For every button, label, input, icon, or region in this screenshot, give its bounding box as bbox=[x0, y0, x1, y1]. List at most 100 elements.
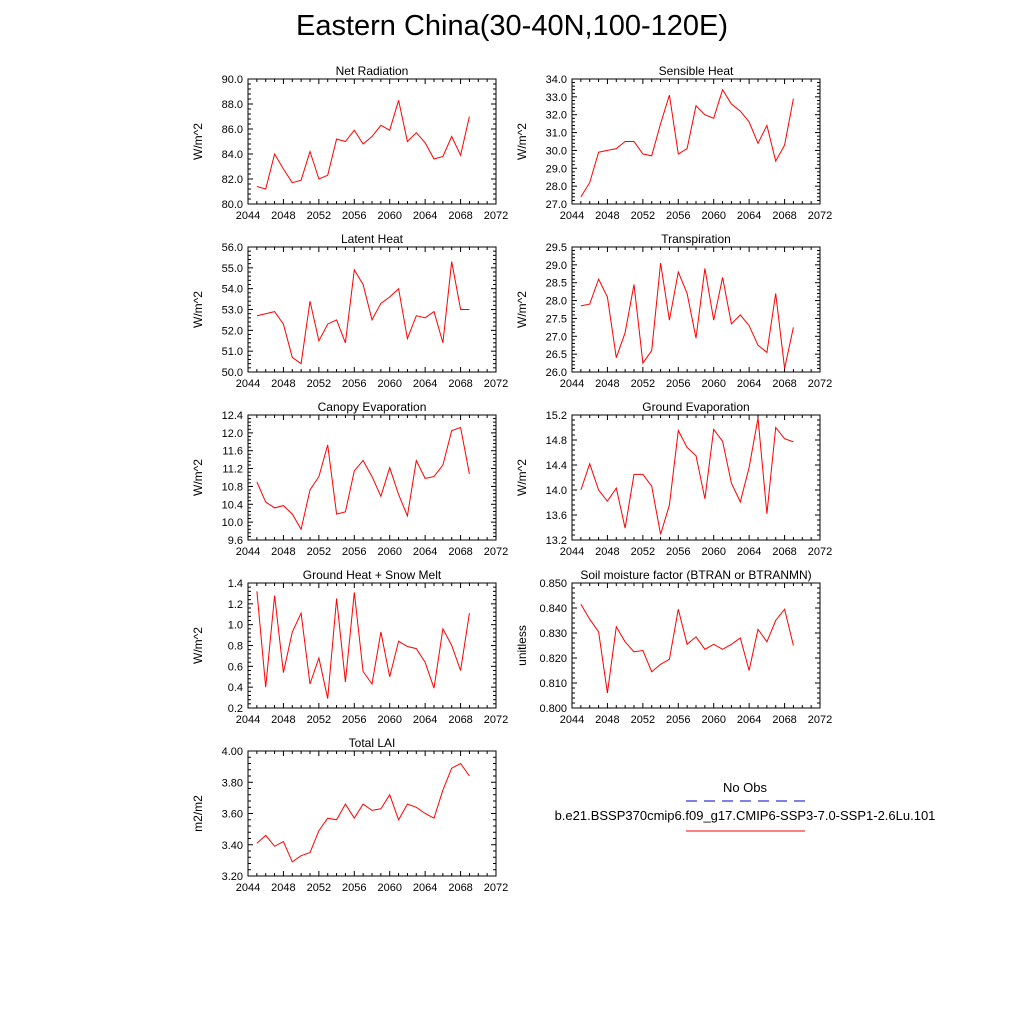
plot-frame bbox=[571, 582, 821, 709]
y-tick-label: 27.5 bbox=[546, 313, 567, 325]
y-tick-label: 15.2 bbox=[546, 410, 567, 422]
x-tick-label: 2064 bbox=[737, 378, 761, 390]
x-tick-label: 2064 bbox=[413, 546, 437, 558]
y-axis-label: W/m^2 bbox=[191, 459, 205, 496]
x-tick-label: 2060 bbox=[377, 378, 401, 390]
x-tick-label: 2072 bbox=[808, 714, 832, 726]
x-tick-label: 2064 bbox=[413, 714, 437, 726]
y-tick-label: 28.0 bbox=[546, 296, 567, 308]
legend-obs-label: No Obs bbox=[723, 780, 768, 795]
x-tick-label: 2052 bbox=[307, 546, 331, 558]
y-tick-label: 29.0 bbox=[546, 163, 567, 175]
x-tick-label: 2068 bbox=[772, 714, 796, 726]
y-tick-label: 1.2 bbox=[228, 599, 243, 611]
x-tick-label: 2048 bbox=[595, 210, 619, 222]
y-tick-label: 30.0 bbox=[546, 145, 567, 157]
y-tick-label: 12.4 bbox=[222, 410, 243, 422]
y-tick-label: 10.8 bbox=[222, 481, 243, 493]
x-tick-label: 2072 bbox=[484, 210, 508, 222]
x-tick-label: 2068 bbox=[772, 210, 796, 222]
y-tick-label: 4.00 bbox=[222, 746, 243, 758]
series-line-soil-moisture-factor-btran-or-btranmn bbox=[580, 603, 794, 694]
x-tick-label: 2048 bbox=[271, 546, 295, 558]
series-line-total-lai bbox=[256, 762, 470, 863]
legend: No Obs b.e21.BSSP370cmip6.f09_g17.CMIP6-S… bbox=[555, 780, 935, 832]
x-tick-label: 2052 bbox=[631, 378, 655, 390]
x-tick-label: 2068 bbox=[448, 210, 472, 222]
plot-frame bbox=[247, 750, 497, 877]
x-tick-label: 2064 bbox=[737, 210, 761, 222]
y-tick-label: 3.20 bbox=[222, 871, 243, 883]
y-tick-label: 29.5 bbox=[546, 242, 567, 254]
plot-frame bbox=[247, 246, 497, 373]
x-tick-label: 2072 bbox=[808, 546, 832, 558]
x-tick-label: 2068 bbox=[448, 882, 472, 894]
y-tick-label: 11.6 bbox=[222, 446, 243, 458]
x-tick-label: 2068 bbox=[448, 378, 472, 390]
x-tick-label: 2056 bbox=[342, 714, 366, 726]
x-tick-label: 2072 bbox=[808, 210, 832, 222]
x-tick-label: 2052 bbox=[307, 714, 331, 726]
panel-title: Canopy Evaporation bbox=[318, 400, 427, 414]
y-tick-label: 0.840 bbox=[539, 603, 567, 615]
y-tick-label: 28.5 bbox=[546, 278, 567, 290]
y-tick-label: 28.0 bbox=[546, 181, 567, 193]
x-tick-label: 2048 bbox=[595, 546, 619, 558]
series-line-ground-heat-snow-melt bbox=[256, 591, 470, 699]
plot-frame bbox=[247, 78, 497, 205]
panel-transpiration: Transpiration W/m^2 2044 2048 2052 2056 2060 20… bbox=[515, 232, 832, 390]
series-line-latent-heat bbox=[256, 261, 470, 365]
x-tick-label: 2044 bbox=[236, 882, 260, 894]
y-tick-label: 0.850 bbox=[539, 578, 567, 590]
x-tick-label: 2044 bbox=[236, 714, 260, 726]
y-tick-label: 54.0 bbox=[222, 284, 243, 296]
y-tick-label: 55.0 bbox=[222, 263, 243, 275]
x-tick-label: 2048 bbox=[271, 714, 295, 726]
x-tick-label: 2064 bbox=[737, 546, 761, 558]
y-tick-label: 82.0 bbox=[222, 174, 243, 186]
y-tick-label: 53.0 bbox=[222, 305, 243, 317]
x-tick-label: 2056 bbox=[666, 210, 690, 222]
panel-latent-heat: Latent Heat W/m^2 2044 2048 2052 2056 2060 2064… bbox=[191, 232, 508, 390]
y-tick-label: 12.0 bbox=[222, 428, 243, 440]
y-tick-label: 56.0 bbox=[222, 242, 243, 254]
panel-title: Soil moisture factor (BTRAN or BTRANMN) bbox=[580, 568, 811, 582]
y-tick-label: 80.0 bbox=[222, 199, 243, 211]
panel-title: Total LAI bbox=[349, 736, 396, 750]
x-tick-label: 2044 bbox=[560, 210, 584, 222]
x-tick-label: 2060 bbox=[701, 546, 725, 558]
x-tick-label: 2048 bbox=[271, 378, 295, 390]
x-tick-label: 2068 bbox=[772, 546, 796, 558]
panel-ground-heat-snow-melt: Ground Heat + Snow Melt W/m^2 2044 2048 2052… bbox=[191, 568, 508, 726]
panel-title: Ground Heat + Snow Melt bbox=[303, 568, 442, 582]
x-tick-label: 2072 bbox=[484, 378, 508, 390]
y-tick-label: 9.6 bbox=[228, 535, 243, 547]
x-tick-label: 2056 bbox=[666, 714, 690, 726]
y-tick-label: 50.0 bbox=[222, 367, 243, 379]
plot-frame bbox=[571, 78, 821, 205]
y-tick-label: 88.0 bbox=[222, 99, 243, 111]
y-axis-label: W/m^2 bbox=[191, 291, 205, 328]
x-tick-label: 2056 bbox=[342, 882, 366, 894]
x-tick-label: 2052 bbox=[631, 714, 655, 726]
y-tick-label: 84.0 bbox=[222, 149, 243, 161]
x-tick-label: 2044 bbox=[236, 378, 260, 390]
x-tick-label: 2056 bbox=[342, 546, 366, 558]
y-axis-label: W/m^2 bbox=[515, 123, 529, 160]
y-tick-label: 13.6 bbox=[546, 510, 567, 522]
series-line-net-radiation bbox=[256, 100, 470, 190]
y-tick-label: 3.80 bbox=[222, 777, 243, 789]
y-tick-label: 0.6 bbox=[228, 661, 243, 673]
y-tick-label: 29.0 bbox=[546, 260, 567, 272]
panel-title: Net Radiation bbox=[336, 64, 409, 78]
y-tick-label: 26.0 bbox=[546, 367, 567, 379]
x-tick-label: 2052 bbox=[307, 378, 331, 390]
y-tick-label: 1.4 bbox=[228, 578, 243, 590]
panel-total-lai: Total LAI m2/m2 2044 2048 2052 2056 2060 2064 20… bbox=[191, 736, 508, 894]
y-tick-label: 13.2 bbox=[546, 535, 567, 547]
x-tick-label: 2048 bbox=[271, 882, 295, 894]
y-tick-label: 11.2 bbox=[222, 464, 243, 476]
y-tick-label: 33.0 bbox=[546, 92, 567, 104]
x-tick-label: 2060 bbox=[377, 714, 401, 726]
